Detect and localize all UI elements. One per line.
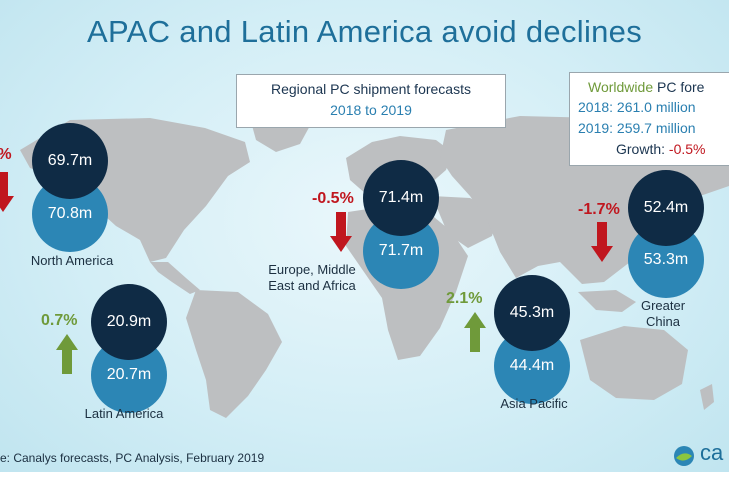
- forecast-box-period: 2018 to 2019: [330, 102, 412, 118]
- emea-label: Europe, Middle East and Africa: [252, 262, 372, 294]
- greater-china-label-line2: China: [646, 314, 680, 329]
- latin-america-up-arrow-icon: [56, 334, 78, 374]
- emea-2018-circle: 71.4m: [363, 160, 439, 236]
- worldwide-2018: 2018: 261.0 million: [578, 99, 696, 115]
- worldwide-growth-value: -0.5%: [668, 141, 706, 157]
- map-australia: [580, 326, 688, 400]
- emea-label-line1: Europe, Middle: [268, 262, 356, 277]
- greater-china-down-arrow-icon: [591, 222, 613, 262]
- emea-label-line2: East and Africa: [268, 278, 356, 293]
- forecast-box: Regional PC shipment forecasts 2018 to 2…: [236, 74, 506, 128]
- worldwide-heading-rest: PC fore: [657, 79, 705, 95]
- north-america-label: North America: [30, 253, 114, 268]
- map-southeast-asia: [578, 290, 636, 312]
- asia-pacific-up-arrow-icon: [464, 312, 486, 352]
- worldwide-heading: Worldwide PC fore: [588, 79, 704, 95]
- map-new-zealand: [700, 384, 714, 410]
- latin-america-2018-circle: 20.9m: [91, 284, 167, 360]
- asia-pacific-growth: 2.1%: [446, 290, 483, 307]
- source-note: e: Canalys forecasts, PC Analysis, Febru…: [0, 451, 265, 465]
- greater-china-growth: -1.7%: [578, 201, 620, 218]
- bottom-strip: [0, 472, 729, 486]
- north-america-2018-circle: 69.7m: [32, 123, 108, 199]
- worldwide-growth-label: Growth:: [616, 141, 666, 157]
- worldwide-growth: Growth: -0.5%: [616, 141, 705, 157]
- worldwide-2019: 2019: 259.7 million: [578, 120, 696, 136]
- page-title: APAC and Latin America avoid declines: [86, 14, 643, 49]
- greater-china-2018-circle: 52.4m: [628, 170, 704, 246]
- greater-china-label-line1: Greater: [640, 298, 686, 313]
- north-america-growth: .5%: [0, 146, 12, 164]
- north-america-down-arrow-icon: [0, 172, 14, 212]
- canalys-logo-icon: [674, 446, 694, 466]
- asia-pacific-label: Asia Pacific: [500, 396, 568, 411]
- logo-text: ca: [700, 440, 724, 465]
- worldwide-word: Worldwide: [588, 79, 654, 95]
- asia-pacific-2018-circle: 45.3m: [494, 275, 570, 351]
- latin-america-growth: 0.7%: [41, 312, 78, 329]
- forecast-box-title: Regional PC shipment forecasts: [271, 81, 471, 97]
- emea-down-arrow-icon: [330, 212, 352, 252]
- emea-growth: -0.5%: [312, 190, 354, 207]
- map-south-america: [186, 290, 282, 418]
- greater-china-label: Greater China: [618, 298, 708, 330]
- latin-america-label: Latin America: [84, 406, 164, 421]
- worldwide-box: Worldwide PC fore 2018: 261.0 million 20…: [569, 72, 729, 166]
- map-central-america: [150, 262, 200, 294]
